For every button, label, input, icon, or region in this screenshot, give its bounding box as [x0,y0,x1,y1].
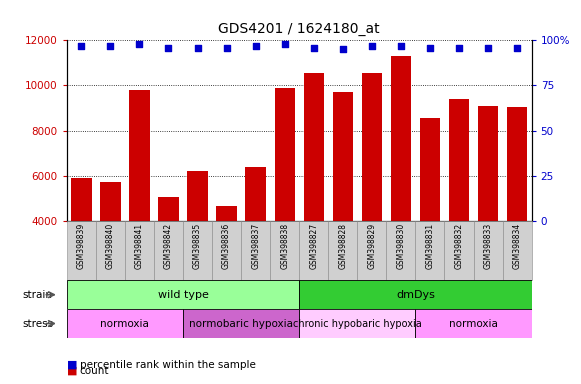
Bar [507,107,528,311]
Text: ■: ■ [67,360,77,370]
Bar [328,221,357,280]
Text: GSM398833: GSM398833 [483,223,493,269]
Bar [333,92,353,311]
Bar [357,221,386,280]
Bar [503,221,532,280]
Text: stress: stress [22,318,53,329]
Bar [386,221,415,280]
Text: GSM398832: GSM398832 [454,223,464,269]
Text: GDS4201 / 1624180_at: GDS4201 / 1624180_at [218,23,380,36]
Bar [71,178,92,311]
Bar [154,221,183,280]
Bar [390,56,411,311]
Text: GSM398840: GSM398840 [106,223,115,269]
Text: ■: ■ [67,366,77,376]
Point [164,45,173,51]
Bar [270,221,299,280]
Text: GSM398834: GSM398834 [512,223,522,269]
Point [512,45,522,51]
Bar [449,99,469,311]
Bar [361,73,382,311]
Text: GSM398829: GSM398829 [367,223,376,269]
Bar [420,118,440,311]
Bar [67,221,96,280]
Bar [67,280,299,309]
Text: normobaric hypoxia: normobaric hypoxia [189,318,293,329]
Text: GSM398841: GSM398841 [135,223,144,269]
Point [309,45,318,51]
Bar [444,221,474,280]
Bar [415,221,444,280]
Text: normoxia: normoxia [101,318,149,329]
Point [193,45,202,51]
Bar [158,197,178,311]
Text: GSM398835: GSM398835 [193,223,202,269]
Bar [299,221,328,280]
Bar [474,221,503,280]
Text: GSM398827: GSM398827 [309,223,318,269]
Point [425,45,435,51]
Point [77,43,86,49]
Text: GSM398838: GSM398838 [280,223,289,269]
Point [222,45,231,51]
Text: dmDys: dmDys [396,290,435,300]
Point [106,43,115,49]
Text: normoxia: normoxia [449,318,498,329]
Bar [183,309,299,338]
Bar [183,221,212,280]
Bar [299,280,532,309]
Text: GSM398837: GSM398837 [251,223,260,269]
Bar [96,221,125,280]
Bar [241,221,270,280]
Point [367,43,376,49]
Point [251,43,260,49]
Text: wild type: wild type [157,290,209,300]
Bar [130,90,150,311]
Text: count: count [80,366,109,376]
Bar [125,221,154,280]
Bar [187,171,208,311]
Bar [275,88,295,311]
Text: percentile rank within the sample: percentile rank within the sample [80,360,256,370]
Text: GSM398830: GSM398830 [396,223,406,269]
Bar [303,73,324,311]
Text: chronic hypobaric hypoxia: chronic hypobaric hypoxia [293,318,422,329]
Point [135,41,144,47]
Point [454,45,464,51]
Text: GSM398831: GSM398831 [425,223,435,269]
Bar [217,206,237,311]
Point [338,46,347,53]
Text: GSM398839: GSM398839 [77,223,86,269]
Text: strain: strain [22,290,52,300]
Point [396,43,406,49]
Text: GSM398828: GSM398828 [338,223,347,268]
Bar [415,309,532,338]
Bar [299,309,415,338]
Bar [246,167,266,311]
Bar [478,106,498,311]
Text: GSM398842: GSM398842 [164,223,173,269]
Text: GSM398836: GSM398836 [222,223,231,269]
Bar [100,182,121,311]
Point [483,45,493,51]
Point [280,41,289,47]
Bar [67,309,183,338]
Bar [212,221,241,280]
